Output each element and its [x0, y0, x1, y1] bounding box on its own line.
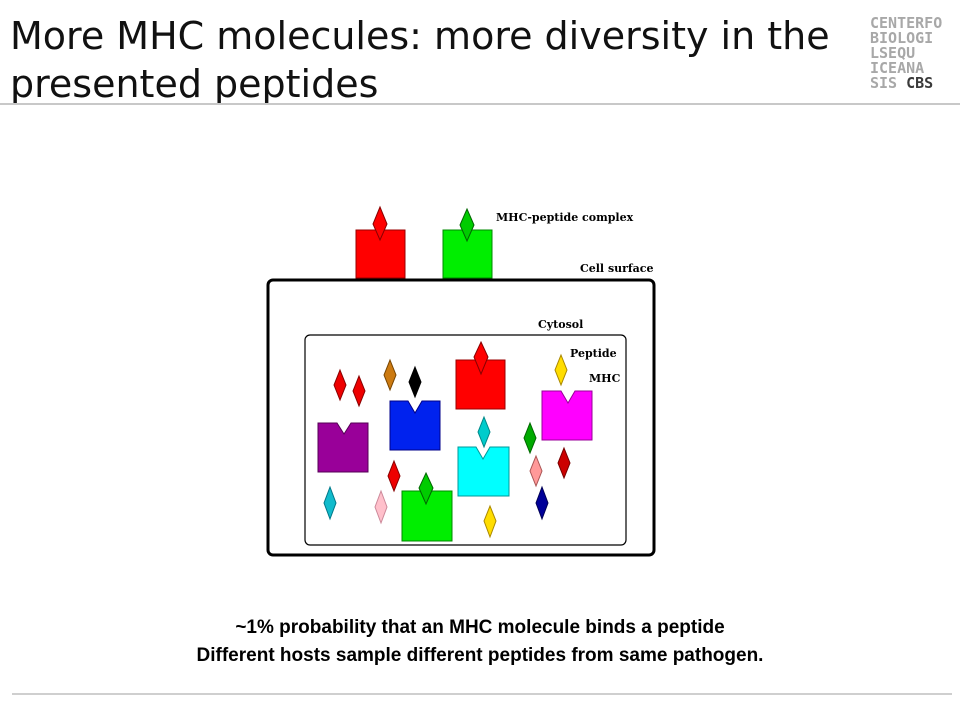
peptide-cyan-1	[477, 415, 491, 449]
cytosol-mhc-purple	[317, 422, 369, 473]
logo-row-5-text: SIS	[870, 74, 898, 92]
cbs-logo: CENTERFO BIOLOGI LSEQU ICEANA SIS CBS	[870, 16, 954, 92]
peptide-red-3	[387, 459, 401, 493]
peptide-black	[408, 365, 422, 399]
logo-row-3: LSEQU	[870, 44, 916, 62]
peptide-orange	[383, 358, 397, 392]
peptide-yellow-1	[554, 353, 568, 387]
logo-row-1: CENTERFO	[870, 14, 943, 32]
cytosol-mhc-magenta	[541, 390, 593, 441]
title-line-2: presented peptides	[10, 62, 379, 106]
cytosol-mhc-blue	[389, 400, 441, 451]
label-cell-surface: Cell surface	[580, 262, 653, 275]
slide-title: More MHC molecules: more diversity in th…	[10, 12, 870, 108]
label-cytosol: Cytosol	[538, 318, 583, 331]
logo-row-5: SIS CBS	[870, 76, 954, 91]
peptide-navy	[535, 485, 549, 521]
peptide-red-1	[333, 368, 347, 402]
caption-line-2: Different hosts sample different peptide…	[196, 645, 764, 666]
cytosol-mhc-green	[401, 471, 453, 542]
peptide-pink-2	[374, 489, 388, 525]
footer-divider	[12, 693, 952, 695]
label-mhc-peptide-complex: MHC-peptide complex	[496, 211, 634, 224]
cell-boundary	[266, 278, 656, 557]
title-divider	[0, 103, 960, 105]
peptide-green	[523, 421, 537, 455]
caption-line-1: ~1% probability that an MHC molecule bin…	[235, 617, 725, 638]
title-line-1: More MHC molecules: more diversity in th…	[10, 14, 830, 58]
surface-mhc-green	[442, 207, 493, 279]
surface-mhc-red	[355, 205, 406, 279]
logo-row-4: ICEANA	[870, 59, 925, 77]
peptide-pink-1	[529, 454, 543, 488]
slide-caption: ~1% probability that an MHC molecule bin…	[0, 614, 960, 670]
peptide-red-2	[352, 374, 366, 408]
peptide-yellow-2	[483, 504, 497, 539]
label-mhc: MHC	[589, 372, 621, 385]
label-peptide: Peptide	[570, 347, 617, 360]
peptide-cyan-2	[323, 485, 337, 521]
logo-brand: CBS	[906, 74, 934, 92]
peptide-darkred	[557, 446, 571, 480]
cytosol-boundary	[304, 334, 627, 546]
cytosol-mhc-red	[455, 340, 506, 410]
mhc-diagram: MHC-peptide complex Cell surface Cytosol…	[266, 205, 656, 557]
logo-row-2: BIOLOGI	[870, 29, 934, 47]
cytosol-mhc-cyan	[457, 446, 510, 497]
